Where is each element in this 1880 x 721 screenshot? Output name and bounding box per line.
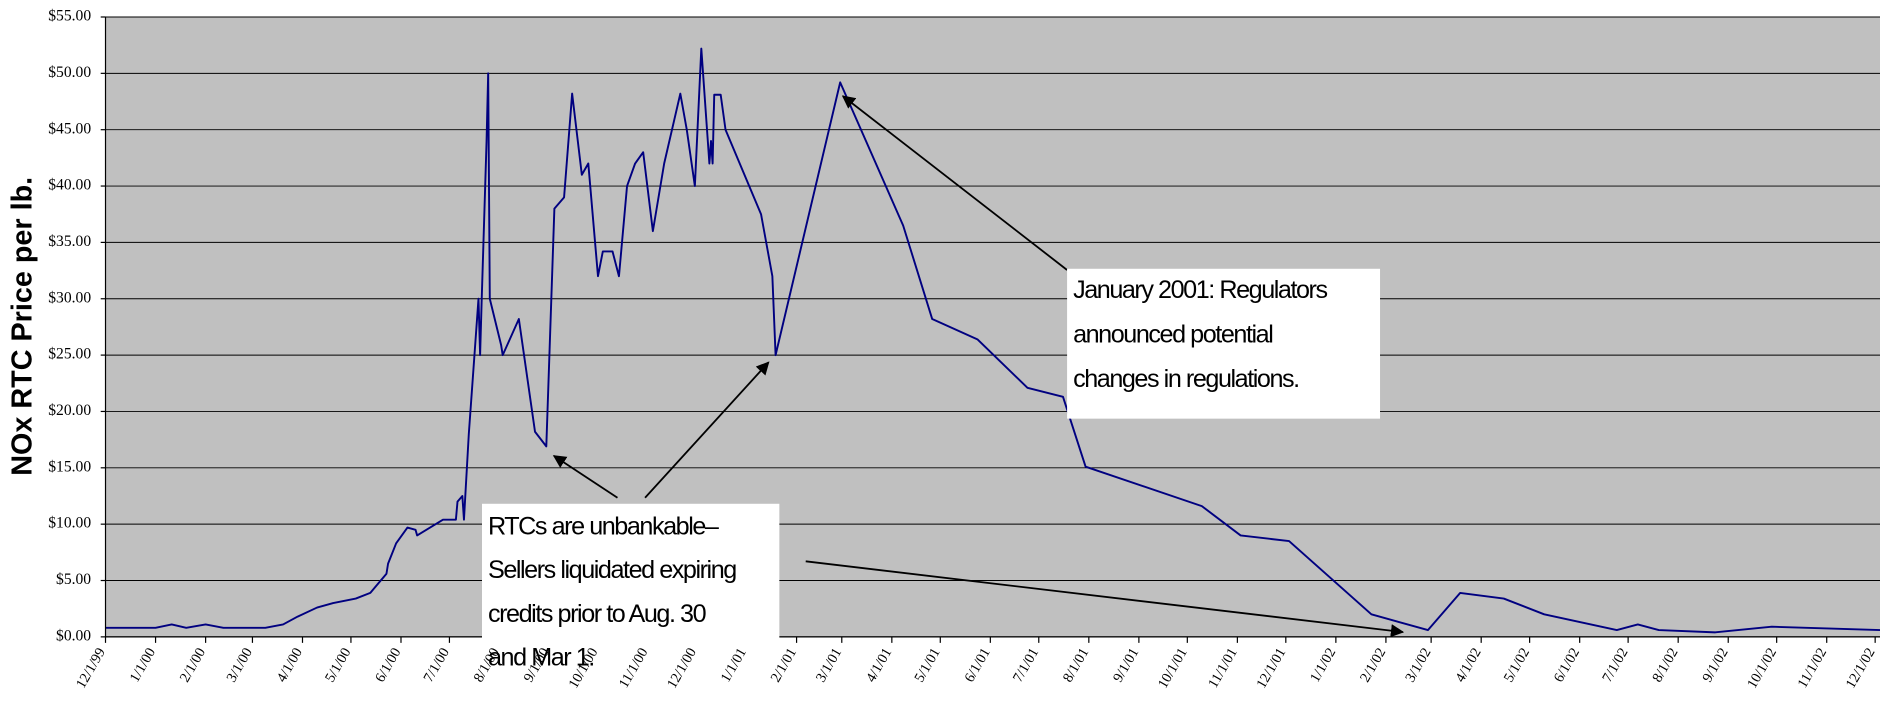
- y-tick-label: $25.00: [48, 346, 91, 363]
- x-tick-label: 11/1/02: [1795, 645, 1831, 691]
- x-tick-label: 7/1/02: [1599, 645, 1631, 685]
- arrows: [552, 95, 1405, 638]
- y-tick-label: $50.00: [48, 64, 91, 81]
- x-tick-label: 5/1/00: [322, 645, 354, 685]
- y-tick-label: $0.00: [56, 627, 91, 644]
- x-tick-label: 9/1/02: [1699, 645, 1731, 685]
- x-tick-label: 1/1/02: [1307, 645, 1339, 685]
- y-tick-label: $5.00: [56, 571, 91, 588]
- x-tick-label: 12/1/99: [73, 645, 109, 691]
- x-tick-label: 10/1/01: [1155, 645, 1191, 691]
- x-tick-label: 9/1/01: [1110, 645, 1142, 685]
- x-tick-label: 12/1/01: [1253, 645, 1289, 691]
- annotation-text: Sellers liquidated expiring: [488, 556, 736, 584]
- y-tick-label: $55.00: [48, 8, 91, 25]
- annotation-text: January 2001: Regulators: [1073, 276, 1327, 304]
- x-tick-label: 7/1/00: [421, 645, 453, 685]
- y-axis-title: NOx RTC Price per lb.: [7, 177, 39, 476]
- x-tick-label: 3/1/02: [1402, 645, 1434, 685]
- x-tick-label: 7/1/01: [1010, 645, 1042, 685]
- annotation-text: announced potential: [1073, 321, 1272, 349]
- y-tick-label: $40.00: [48, 177, 91, 194]
- x-tick-label: 2/1/02: [1357, 645, 1389, 685]
- x-tick-label: 12/1/02: [1843, 645, 1879, 691]
- annotation-text: credits prior to Aug. 30: [488, 600, 707, 628]
- x-tick-label: 3/1/00: [224, 645, 256, 685]
- y-tick-label: $45.00: [48, 120, 91, 137]
- annotation-box: [1067, 268, 1381, 419]
- plot-area: [105, 16, 1880, 637]
- x-tick-label: 8/1/02: [1649, 645, 1681, 685]
- y-tick-label: $30.00: [48, 289, 91, 306]
- annotation-text: and Mar 1.: [488, 644, 594, 672]
- x-tick-label: 4/1/00: [274, 645, 306, 685]
- y-tick-label: $20.00: [48, 402, 91, 419]
- annotation-text: changes in regulations.: [1073, 365, 1299, 393]
- x-tick-label: 6/1/00: [372, 645, 404, 685]
- annotation-box: [481, 503, 780, 684]
- x-tick-label: 11/1/01: [1205, 645, 1241, 691]
- y-tick-label: $35.00: [48, 233, 91, 250]
- x-tick-label: 4/1/02: [1452, 645, 1484, 685]
- annotation-text: RTCs are unbankable–: [488, 512, 719, 540]
- x-tick-label: 5/1/01: [912, 645, 944, 685]
- x-tick-label: 8/1/01: [1060, 645, 1092, 685]
- price-line: [105, 47, 1880, 634]
- x-tick-label: 10/1/02: [1744, 645, 1780, 691]
- x-tick-label: 4/1/01: [863, 645, 895, 685]
- x-tick-label: 5/1/02: [1501, 645, 1533, 685]
- y-tick-label: $15.00: [48, 458, 91, 475]
- x-tick-label: 6/1/01: [962, 645, 994, 685]
- x-tick-label: 6/1/02: [1551, 645, 1583, 685]
- x-tick-label: 3/1/01: [813, 645, 845, 685]
- x-tick-label: 1/1/00: [127, 645, 159, 685]
- y-tick-label: $10.00: [48, 515, 91, 532]
- x-tick-label: 2/1/00: [177, 645, 209, 685]
